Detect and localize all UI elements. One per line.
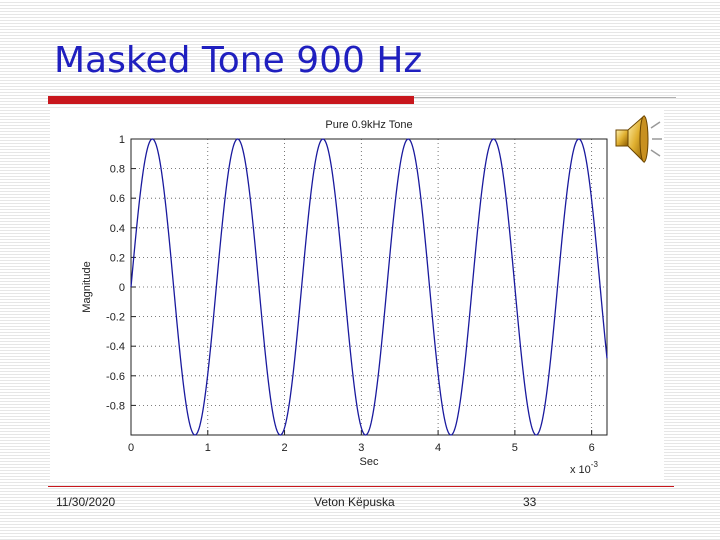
y-tick-label: 0.4	[110, 223, 125, 235]
y-tick-label: -0.8	[106, 400, 125, 412]
tone-chart: 0 1 2 3 4 5 6 1 0.8 0.6 0.4 0.2 0 -0.2 -0.4 -0.6 -0.8 Pu…	[81, 119, 608, 476]
x-tick-label: 2	[281, 442, 287, 454]
x-tick-label: 6	[589, 442, 595, 454]
title-underline-accent	[48, 96, 414, 104]
footer-divider	[48, 486, 674, 487]
y-tick-label: 0.6	[110, 193, 125, 205]
x-multiplier-exponent: -3	[591, 460, 599, 469]
slide-title: Masked Tone 900 Hz	[54, 40, 423, 81]
x-tick-label: 3	[358, 442, 364, 454]
x-multiplier-base: x 10	[570, 464, 591, 476]
y-axis-label: Magnitude	[81, 261, 93, 312]
y-tick-label: 0.8	[110, 164, 125, 176]
y-tick-label: 0.2	[110, 252, 125, 264]
y-tick-label: 0	[119, 282, 125, 294]
y-tick-label: -0.6	[106, 371, 125, 383]
footer-page-number: 33	[523, 495, 537, 509]
y-tick-label: 1	[119, 134, 125, 146]
y-tick-label: -0.4	[106, 341, 125, 353]
speaker-icon[interactable]	[606, 110, 664, 168]
title-underline-rule	[414, 97, 676, 98]
footer-date: 11/30/2020	[56, 495, 116, 509]
x-axis-label: Sec	[360, 456, 379, 468]
y-tick-label: -0.2	[106, 312, 125, 324]
footer-author: Veton Këpuska	[314, 495, 395, 509]
chart-panel: 0 1 2 3 4 5 6 1 0.8 0.6 0.4 0.2 0 -0.2 -0.4 -0.6 -0.8 Pu…	[50, 108, 664, 480]
axis-ticks	[130, 138, 593, 435]
x-tick-label: 5	[512, 442, 518, 454]
sine-wave-series	[130, 138, 608, 436]
chart-grid	[130, 138, 607, 435]
x-tick-label: 0	[128, 442, 134, 454]
x-tick-label: 4	[435, 442, 441, 454]
tick-labels: 0 1 2 3 4 5 6 1 0.8 0.6 0.4 0.2 0 -0.2 -0.4 -0.6 -0.8	[106, 134, 595, 454]
x-axis-multiplier: x 10-3	[570, 460, 598, 476]
x-tick-label: 1	[205, 442, 211, 454]
chart-title: Pure 0.9kHz Tone	[325, 119, 412, 131]
